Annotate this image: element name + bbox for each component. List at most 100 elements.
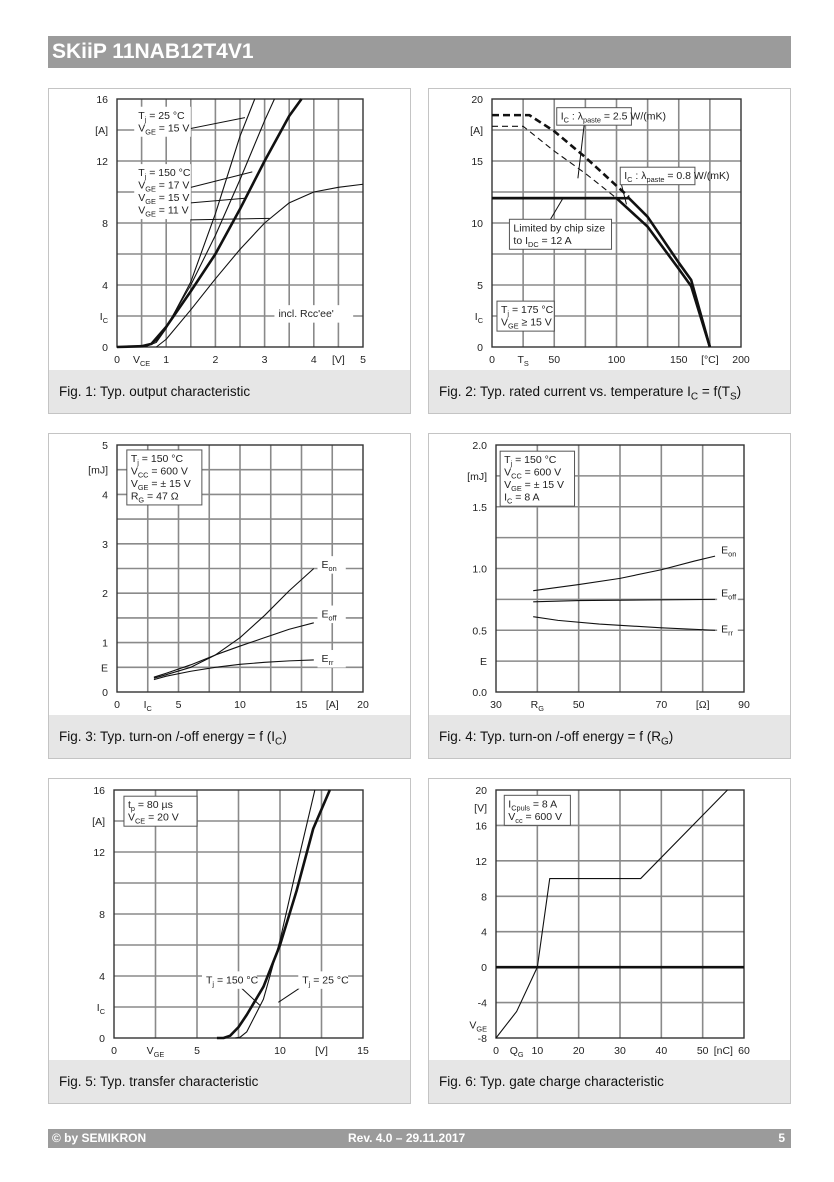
subscript: GE (145, 127, 156, 136)
text-run: R (531, 699, 539, 711)
figure-caption: Fig. 6: Typ. gate charge characteristic (429, 1060, 790, 1103)
y-tick-label: 20 (471, 94, 483, 106)
text-run: 20 (573, 1045, 585, 1057)
y-tick-label: 1.5 (472, 502, 487, 514)
text-run: 0 (99, 1033, 105, 1045)
subscript: S (524, 359, 529, 368)
text-run: 50 (548, 354, 560, 366)
figure-caption: Fig. 2: Typ. rated current vs. temperatu… (429, 370, 790, 413)
caption-subscript: S (729, 391, 737, 403)
series-line (533, 598, 716, 603)
y-tick-label: [V] (474, 803, 487, 815)
y-tick-label: 0 (102, 342, 108, 354)
x-tick-label: 30 (490, 699, 502, 711)
text-run: V (138, 192, 145, 204)
subscript: GE (145, 210, 156, 219)
y-tick-label: 15 (471, 156, 483, 168)
annotation-box (508, 218, 613, 250)
text-run: T (131, 453, 138, 465)
text-run: 4 (311, 354, 317, 366)
text-run: V (133, 354, 140, 366)
subscript: C (564, 116, 570, 125)
annotation-text: Limited by chip size (513, 222, 605, 234)
subscript: GE (154, 1050, 165, 1059)
series-line (153, 622, 314, 678)
subscript: DC (528, 240, 539, 249)
text-run: 0 (111, 1045, 117, 1057)
leader-line (190, 171, 253, 188)
text-run: [mJ] (88, 465, 108, 477)
text-run: = 8 A (530, 798, 557, 810)
text-run: : λ (569, 111, 584, 123)
annotation-text: ICpuls​ = 8 A (508, 798, 557, 812)
subscript: paste (583, 116, 601, 125)
text-run: 3 (102, 539, 108, 551)
text-run: 90 (738, 699, 750, 711)
text-run: 5 (176, 699, 182, 711)
text-run: 0 (102, 342, 108, 354)
text-run: Limited by chip size (513, 222, 605, 234)
x-tick-label: 10 (274, 1045, 286, 1057)
grid (496, 790, 744, 1038)
x-tick-label: 60 (738, 1045, 750, 1057)
text-run: E (321, 609, 328, 621)
series-line (533, 616, 716, 631)
text-run: E (721, 544, 728, 556)
annotation-text: IC​ = 8 A (504, 492, 539, 506)
text-run: I (475, 311, 478, 323)
y-tick-label: 16 (96, 94, 108, 106)
text-run: 5 (194, 1045, 200, 1057)
annotation-text: Tj​ = 25 °C (138, 110, 185, 124)
annotation-box (134, 164, 191, 220)
y-tick-label: 1 (102, 638, 108, 650)
y-tick-label: [A] (470, 125, 483, 137)
text-run: [V] (474, 803, 487, 815)
text-run: 40 (655, 1045, 667, 1057)
text-run: 1.0 (472, 564, 487, 576)
subscript: off (329, 614, 338, 623)
text-run: = ± 15 V (148, 478, 190, 490)
annotation-box (317, 556, 346, 574)
subscript: GE (508, 322, 519, 331)
annotation-text: Eoff​ (321, 609, 337, 623)
x-tick-label: 5 (360, 354, 366, 366)
annotation-text: Eon​ (321, 559, 336, 573)
text-run: 60 (738, 1045, 750, 1057)
text-run: : λ (632, 170, 647, 182)
text-run: 0 (481, 962, 487, 974)
text-run: 16 (475, 820, 487, 832)
text-run: -4 (478, 998, 487, 1010)
text-run: V (138, 205, 145, 217)
text-run: I (97, 1002, 100, 1014)
text-run: 50 (697, 1045, 709, 1057)
y-tick-label: 10 (471, 218, 483, 230)
text-run: E (480, 656, 487, 668)
text-run: -8 (478, 1033, 487, 1045)
leader-line (190, 197, 245, 204)
text-run: 5 (360, 354, 366, 366)
x-tick-label: 50 (697, 1045, 709, 1057)
text-run: 15 (296, 699, 308, 711)
y-tick-label: 1.0 (472, 564, 487, 576)
y-tick-label: -4 (478, 998, 487, 1010)
y-tick-label: IC​ (97, 1002, 106, 1016)
text-run: = 150 °C (214, 974, 259, 986)
text-run: 1.5 (472, 502, 487, 514)
y-tick-label: 8 (481, 891, 487, 903)
annotation-text: Err​ (721, 623, 733, 637)
text-run: I (504, 492, 507, 504)
text-run: 12 (93, 847, 105, 859)
series-line (492, 113, 630, 198)
text-run: [V] (315, 1045, 328, 1057)
text-run: 0.5 (472, 625, 487, 637)
text-run: 4 (102, 280, 108, 292)
y-tick-label: 16 (475, 820, 487, 832)
caption-subscript: G (660, 736, 669, 748)
subscript: GE (511, 484, 522, 493)
text-run: [nC] (714, 1045, 733, 1057)
text-run: 5 (102, 440, 108, 452)
text-run: T (501, 304, 508, 316)
